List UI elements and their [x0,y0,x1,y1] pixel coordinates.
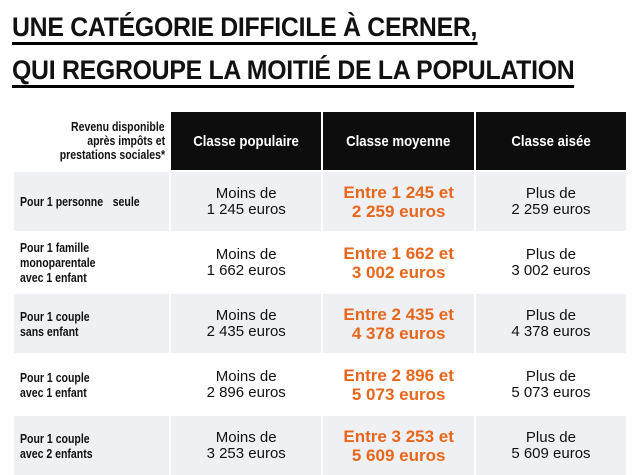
cell-moyenne-line: Entre 3 253 et [343,426,454,446]
cell-moyenne: Entre 2 896 et 5 073 euros [321,353,474,414]
cell-populaire-line: 2 435 euros [206,322,286,340]
cell-populaire-line: 3 253 euros [206,444,286,462]
title-line-2: QUI REGROUPE LA MOITIÉ DE LA POPULATION [12,55,575,88]
corner-line-3: prestations sociales* [59,147,165,162]
table-row: Pour 1 coupleavec 1 enfant Moins de 2 896 … [14,353,626,414]
cell-aisee-line: 5 073 euros [511,383,591,401]
cell-moyenne-line: Entre 1 662 et [343,243,454,263]
cell-aisee-line: Plus de [525,367,576,385]
table-row: Pour 1 personne seule Moins de 1 245 euros E… [14,170,626,231]
cell-aisee-line: 3 002 euros [511,261,591,279]
cell-moyenne-line: Entre 2 896 et [343,365,454,385]
column-header-moyenne: Classe moyenne [321,112,474,170]
cell-moyenne-line: 5 073 euros [351,384,446,404]
cell-aisee: Plus de 5 609 euros [473,414,626,475]
row-label-line: avec 1 enfant [20,270,87,285]
cell-populaire-line: Moins de [215,245,277,263]
cell-moyenne: Entre 3 253 et 5 609 euros [321,414,474,475]
table-row: Pour 1 couplesans enfant Moins de 2 435 eu… [14,292,626,353]
cell-moyenne-line: Entre 2 435 et [343,304,454,324]
cell-aisee: Plus de 5 073 euros [473,353,626,414]
row-label: Pour 1 couplesans enfant [14,292,169,353]
cell-moyenne-line: 4 378 euros [351,323,446,343]
cell-aisee-line: Plus de [525,245,576,263]
cell-populaire-line: 1 662 euros [206,261,286,279]
cell-aisee-line: Plus de [525,184,576,202]
title-line-1: UNE CATÉGORIE DIFFICILE À CERNER, [12,12,477,45]
row-label-line: Pour 1 couple [20,430,90,446]
table-corner-label: Revenu disponible après impôts et presta… [14,112,169,170]
page-title: UNE CATÉGORIE DIFFICILE À CERNER, QUI RE… [12,8,575,94]
cell-aisee-line: 4 378 euros [511,322,591,340]
cell-aisee: Plus de 3 002 euros [473,231,626,292]
row-label-line: Pour 1 couple [20,369,90,385]
cell-aisee: Plus de 2 259 euros [473,170,626,231]
row-label-line: avec 2 enfants [20,445,93,461]
row-label-line: Pour 1 couple [20,308,90,324]
cell-aisee-line: 5 609 euros [511,444,591,462]
row-label-line: seule [112,194,140,209]
row-label: Pour 1 coupleavec 2 enfants [14,414,169,475]
cell-populaire-line: Moins de [215,428,277,446]
row-label-line: Pour 1 personne [20,194,104,209]
row-label: Pour 1 coupleavec 1 enfant [14,353,169,414]
column-header-populaire: Classe populaire [168,112,322,170]
cell-populaire-line: 2 896 euros [206,383,286,401]
income-class-table: Revenu disponible après impôts et presta… [14,112,626,475]
cell-moyenne: Entre 2 435 et 4 378 euros [321,292,474,353]
cell-populaire: Moins de 1 662 euros [168,231,322,292]
table-row: Pour 1 famillemonoparentaleavec 1 enfant… [14,231,626,292]
cell-aisee-line: 2 259 euros [511,200,591,218]
cell-populaire: Moins de 1 245 euros [168,170,322,231]
cell-aisee-line: Plus de [525,428,576,446]
row-label-line: sans enfant [20,323,79,339]
cell-moyenne-line: 3 002 euros [351,262,446,282]
cell-populaire: Moins de 2 435 euros [168,292,322,353]
column-header-aisee: Classe aisée [473,112,626,170]
row-label: Pour 1 famillemonoparentaleavec 1 enfant [14,231,169,292]
corner-line-2: après impôts et [87,133,165,148]
cell-aisee: Plus de 4 378 euros [473,292,626,353]
table-row: Pour 1 coupleavec 2 enfants Moins de 3 253… [14,414,626,475]
cell-populaire-line: Moins de [215,306,277,324]
cell-populaire: Moins de 2 896 euros [168,353,322,414]
cell-moyenne: Entre 1 662 et 3 002 euros [321,231,474,292]
cell-aisee-line: Plus de [525,306,576,324]
row-label-line: avec 1 enfant [20,384,87,400]
cell-populaire-line: Moins de [215,367,277,385]
cell-moyenne-line: 5 609 euros [351,445,446,465]
cell-moyenne-line: Entre 1 245 et [343,182,454,202]
cell-populaire: Moins de 3 253 euros [168,414,322,475]
cell-populaire-line: Moins de [215,184,277,202]
cell-populaire-line: 1 245 euros [206,200,286,218]
cell-moyenne-line: 2 259 euros [351,201,446,221]
row-label-line: monoparentale [20,255,96,270]
cell-moyenne: Entre 1 245 et 2 259 euros [321,170,474,231]
row-label-line: Pour 1 famille [20,240,90,255]
corner-line-1: Revenu disponible [71,119,165,134]
row-label: Pour 1 personne seule [14,170,169,231]
